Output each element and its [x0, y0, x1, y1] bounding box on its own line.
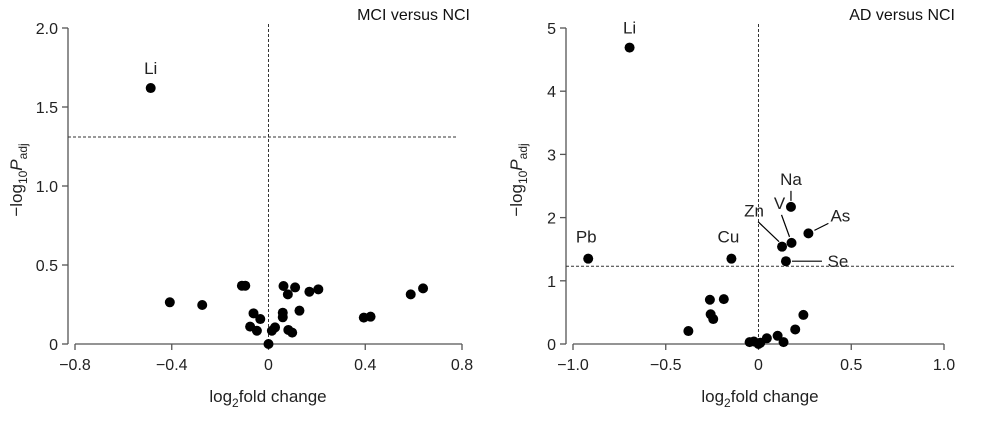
x-axis-label: log2fold change	[701, 387, 818, 410]
data-point	[197, 299, 208, 310]
y-tick-label: 5	[547, 21, 556, 38]
x-label-text: fold change	[239, 387, 327, 406]
x-tick-label: −0.8	[59, 357, 91, 374]
y-label-subscript: 10	[516, 170, 530, 184]
data-point	[263, 339, 274, 349]
data-point	[365, 311, 376, 322]
data-point	[778, 337, 789, 348]
x-tick-label: 0.8	[451, 357, 473, 374]
y-axis-label: −log10Padj	[507, 143, 530, 216]
point-label: Zn	[744, 202, 764, 221]
y-tick-label: 3	[547, 147, 556, 164]
point-label: Cu	[718, 228, 740, 247]
plot-title: AD versus NCI	[849, 7, 955, 24]
data-point-as	[803, 228, 814, 239]
data-point	[278, 281, 289, 292]
data-point-v	[786, 237, 797, 248]
y-label-subscript: 10	[16, 170, 30, 184]
data-point	[282, 289, 293, 300]
leader-line	[757, 221, 780, 243]
y-axis-label: −log10Padj	[7, 143, 30, 216]
point-label: Na	[780, 170, 802, 189]
data-point	[313, 284, 324, 295]
x-tick-label: −0.4	[156, 357, 188, 374]
y-label-text: −log	[507, 184, 526, 217]
y-tick-label: 1.0	[36, 179, 58, 196]
point-label: Li	[623, 19, 636, 38]
x-tick-label: 0.5	[840, 357, 862, 374]
x-label-text: fold change	[731, 387, 819, 406]
y-tick-label: 0	[547, 337, 556, 354]
y-tick-label: 2.0	[36, 21, 58, 38]
plot-title: MCI versus NCI	[357, 7, 470, 24]
x-tick-label: 0.4	[354, 357, 376, 374]
data-point	[761, 333, 772, 344]
point-label: As	[830, 206, 850, 225]
data-point	[248, 308, 259, 319]
data-point-li	[145, 83, 156, 94]
point-label: Li	[144, 59, 157, 78]
point-label: V	[774, 194, 786, 213]
data-point	[255, 314, 266, 325]
data-point	[704, 294, 715, 305]
data-point	[251, 325, 262, 336]
x-label-text: log	[701, 387, 724, 406]
data-point	[304, 286, 315, 297]
data-point-se	[780, 256, 791, 267]
data-point	[287, 327, 298, 338]
x-tick-label: −0.5	[650, 357, 682, 374]
y-tick-label: 4	[547, 84, 556, 101]
y-label-text: P	[7, 159, 26, 171]
x-tick-label: −1.0	[557, 357, 589, 374]
x-tick-label: 0	[264, 357, 273, 374]
x-tick-label: 0	[754, 357, 763, 374]
x-label-text: log	[209, 387, 232, 406]
x-label-subscript: 2	[724, 396, 731, 410]
data-point	[164, 297, 175, 308]
y-tick-label: 1.5	[36, 100, 58, 117]
y-tick-label: 1	[547, 274, 556, 291]
data-point-cu	[726, 253, 737, 264]
data-point	[290, 282, 301, 293]
y-tick-label: 0	[49, 337, 58, 354]
y-tick-label: 2	[547, 211, 556, 228]
data-point	[240, 280, 251, 291]
data-point	[798, 309, 809, 320]
point-label: Pb	[576, 228, 597, 247]
x-label-subscript: 2	[232, 396, 239, 410]
plot-panel-1: −0.8 −0.4 0 0.4 0.8 0 0.5 1.0 1.5 2.0 MCI versus N…	[7, 7, 473, 410]
data-point	[270, 322, 281, 333]
data-point-zn	[777, 241, 788, 252]
y-label-subscript: adj	[516, 143, 530, 159]
x-tick-label: 1.0	[933, 357, 955, 374]
data-point	[790, 324, 801, 335]
data-point-li	[624, 42, 635, 53]
data-point	[772, 330, 783, 341]
data-point	[708, 314, 719, 325]
data-point	[683, 326, 694, 337]
data-point	[405, 289, 416, 300]
point-label: Se	[828, 252, 849, 271]
data-point-pb	[583, 253, 594, 264]
data-point-na	[785, 201, 796, 212]
y-label-text: −log	[7, 184, 26, 217]
leader-line	[814, 222, 829, 231]
y-tick-label: 0.5	[36, 258, 58, 275]
data-point	[294, 305, 305, 316]
y-label-text: P	[507, 159, 526, 171]
y-label-subscript: adj	[16, 143, 30, 159]
x-axis-label: log2fold change	[209, 387, 326, 410]
data-point	[277, 312, 288, 323]
data-point	[718, 294, 729, 305]
data-point	[418, 283, 429, 294]
leader-line	[780, 214, 791, 238]
